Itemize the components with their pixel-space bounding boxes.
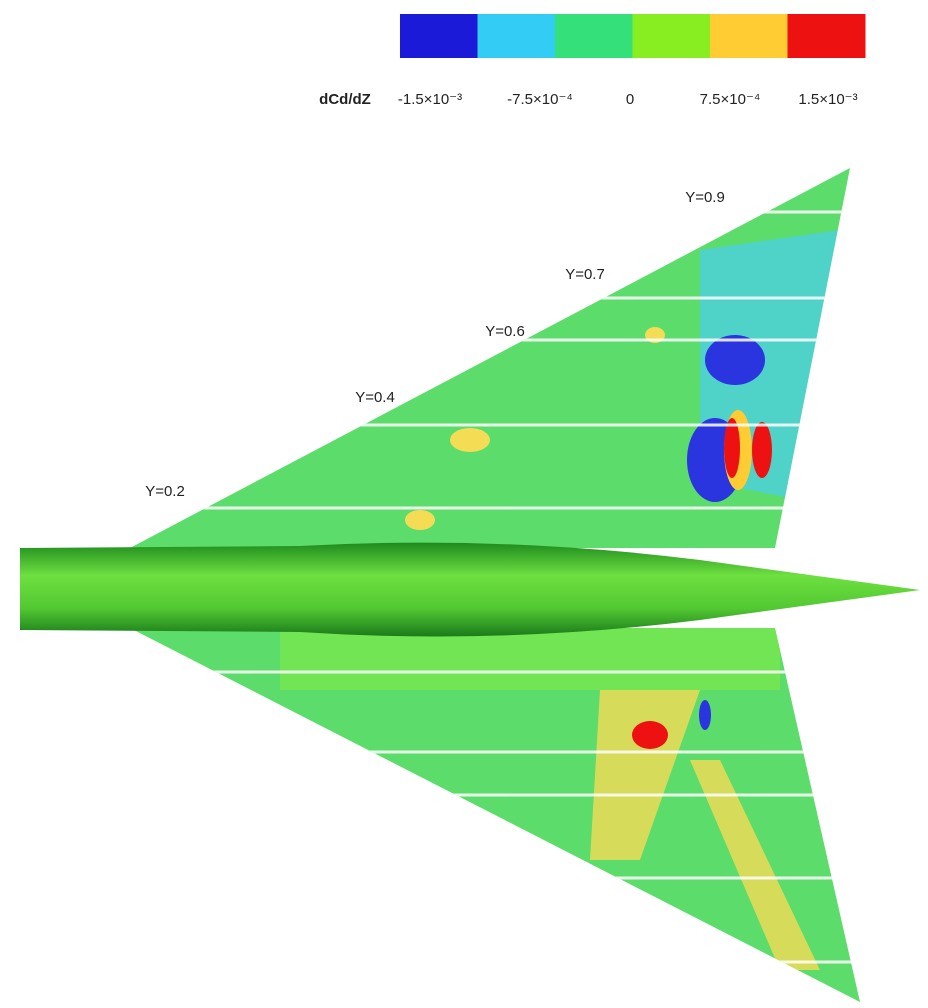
station-label: Y=0.7 xyxy=(565,266,605,283)
aircraft xyxy=(20,168,920,1002)
station-label: Y=0.2 xyxy=(145,483,185,500)
colorbar-label: 7.5×10⁻⁴ xyxy=(700,91,761,108)
colorbar-segment xyxy=(400,14,478,58)
colorbar-label: -7.5×10⁻⁴ xyxy=(507,91,573,108)
station-label: Y=0.6 xyxy=(485,323,525,340)
station-label: Y=0.4 xyxy=(355,389,395,406)
colorbar-title: dCd/dZ xyxy=(319,91,371,108)
colorbar-label: 1.5×10⁻³ xyxy=(798,91,857,108)
colorbar-label: -1.5×10⁻³ xyxy=(398,91,462,108)
colorbar-segment xyxy=(710,14,788,58)
colorbar-segment xyxy=(632,14,711,58)
colorbar: -1.5×10⁻³ -7.5×10⁻⁴ 0 7.5×10⁻⁴ 1.5×10⁻³ xyxy=(398,14,866,108)
colorbar-segment xyxy=(477,14,556,58)
colorbar-label: 0 xyxy=(626,91,634,108)
station-labels: Y=0.2 Y=0.4 Y=0.6 Y=0.7 Y=0.9 xyxy=(145,189,725,500)
colorbar-segment xyxy=(787,14,866,58)
colorbar-segment xyxy=(555,14,633,58)
station-label: Y=0.9 xyxy=(685,189,725,206)
fuselage xyxy=(20,542,920,637)
